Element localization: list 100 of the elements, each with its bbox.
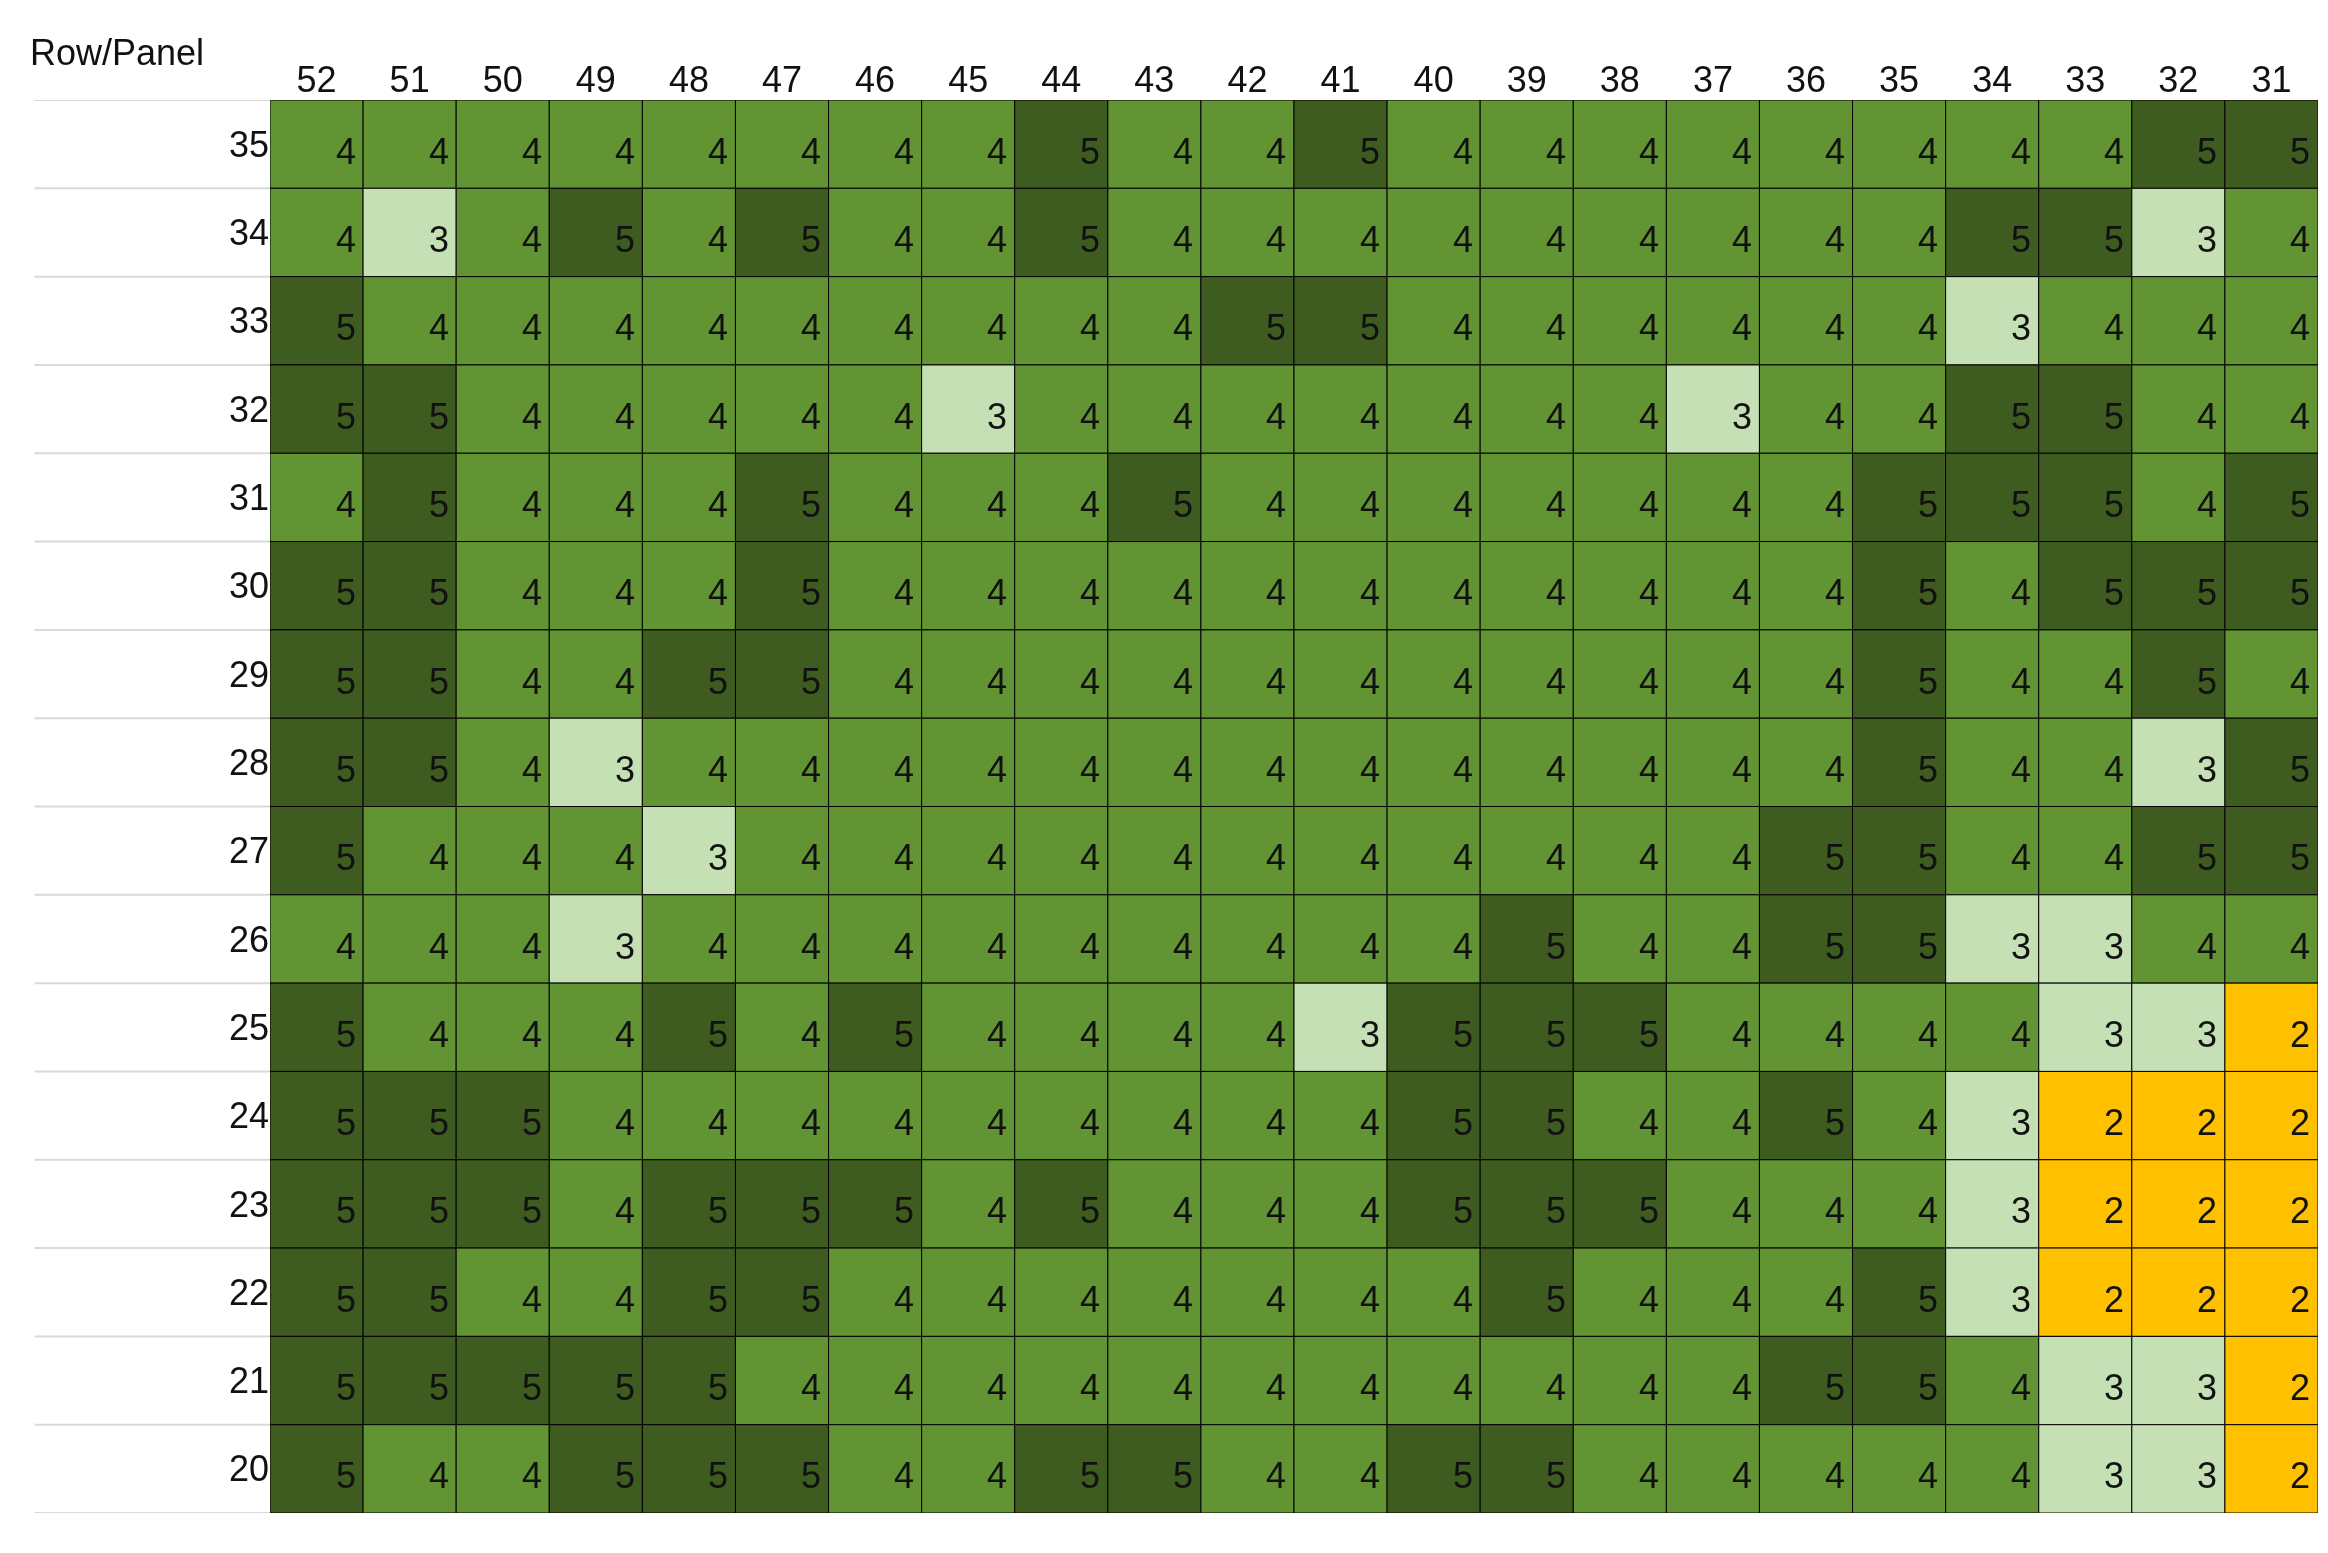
data-label: 4 [894, 749, 915, 790]
data-label: 5 [2011, 396, 2032, 437]
data-label: 5 [1918, 926, 1939, 967]
data-label: 5 [429, 484, 450, 525]
data-label: 4 [1639, 1455, 1660, 1496]
data-label: 4 [708, 219, 729, 260]
data-label: 4 [1825, 749, 1846, 790]
data-label: 5 [801, 1455, 822, 1496]
data-label: 4 [1080, 396, 1101, 437]
data-label: 4 [2104, 837, 2125, 878]
data-label: 4 [615, 131, 636, 172]
data-label: 4 [1360, 219, 1381, 260]
data-label: 4 [1360, 1367, 1381, 1408]
x-tick-label: 37 [1692, 58, 1733, 100]
data-label: 5 [336, 1455, 357, 1496]
data-label: 5 [429, 396, 450, 437]
data-label: 5 [708, 1279, 729, 1320]
data-label: 4 [1360, 837, 1381, 878]
data-label: 5 [1080, 1455, 1101, 1496]
data-label: 4 [1639, 572, 1660, 613]
data-label: 5 [2011, 484, 2032, 525]
data-label: 4 [987, 661, 1008, 702]
data-label: 5 [429, 1367, 450, 1408]
data-label: 4 [429, 1455, 450, 1496]
data-label: 4 [2011, 572, 2032, 613]
data-label: 5 [2104, 572, 2125, 613]
data-label: 4 [1360, 661, 1381, 702]
data-label: 4 [1546, 837, 1567, 878]
data-label: 5 [429, 661, 450, 702]
data-label: 4 [987, 1455, 1008, 1496]
data-label: 4 [1918, 1455, 1939, 1496]
data-label: 5 [1546, 1102, 1567, 1143]
data-label: 4 [987, 926, 1008, 967]
data-label: 3 [708, 837, 729, 878]
data-label: 4 [1173, 1279, 1194, 1320]
data-label: 4 [1453, 661, 1474, 702]
data-label: 4 [1360, 749, 1381, 790]
x-tick-label: 41 [1320, 58, 1361, 100]
x-tick-label: 50 [482, 58, 523, 100]
data-label: 4 [1173, 837, 1194, 878]
data-label: 4 [1266, 219, 1287, 260]
data-label: 4 [1266, 661, 1287, 702]
x-tick-label: 31 [2251, 58, 2292, 100]
data-label: 4 [1918, 131, 1939, 172]
data-label: 5 [2197, 837, 2218, 878]
y-tick-label: 20 [228, 1448, 269, 1490]
data-label: 2 [2197, 1279, 2218, 1320]
data-label: 4 [1360, 396, 1381, 437]
data-label: 5 [429, 1190, 450, 1231]
data-label: 4 [987, 1014, 1008, 1055]
data-label: 4 [1173, 1367, 1194, 1408]
y-tick-label: 30 [228, 565, 269, 607]
data-label: 4 [1732, 926, 1753, 967]
data-label: 4 [1266, 1455, 1287, 1496]
data-label: 4 [1080, 1014, 1101, 1055]
data-label: 2 [2290, 1279, 2311, 1320]
data-label: 5 [1453, 1455, 1474, 1496]
data-label: 4 [615, 1279, 636, 1320]
data-label: 4 [1173, 396, 1194, 437]
data-label: 4 [336, 484, 357, 525]
data-label: 4 [1360, 926, 1381, 967]
data-label: 4 [1360, 1102, 1381, 1143]
data-label: 4 [894, 572, 915, 613]
data-label: 5 [894, 1014, 915, 1055]
data-label: 4 [1173, 1102, 1194, 1143]
data-label: 5 [708, 1014, 729, 1055]
data-label: 2 [2104, 1190, 2125, 1231]
data-label: 4 [1080, 837, 1101, 878]
data-label: 4 [1639, 926, 1660, 967]
y-tick-label: 21 [228, 1360, 269, 1402]
data-label: 4 [1266, 1279, 1287, 1320]
x-tick-label: 39 [1506, 58, 1547, 100]
data-label: 5 [336, 1102, 357, 1143]
y-tick-label: 34 [228, 212, 269, 254]
data-label: 4 [1639, 219, 1660, 260]
data-label: 4 [1360, 484, 1381, 525]
data-label: 5 [2197, 661, 2218, 702]
data-label: 4 [1453, 837, 1474, 878]
data-label: 4 [708, 131, 729, 172]
data-label: 5 [1546, 926, 1567, 967]
data-label: 4 [1732, 837, 1753, 878]
data-label: 5 [1918, 1367, 1939, 1408]
data-label: 4 [1825, 219, 1846, 260]
data-label: 4 [615, 837, 636, 878]
x-tick-label: 49 [575, 58, 616, 100]
data-label: 4 [987, 837, 1008, 878]
data-label: 3 [2104, 1455, 2125, 1496]
data-label: 4 [708, 307, 729, 348]
x-tick-label: 45 [948, 58, 989, 100]
data-label: 2 [2104, 1102, 2125, 1143]
data-label: 4 [2104, 661, 2125, 702]
data-label: 4 [1639, 1279, 1660, 1320]
x-tick-label: 34 [1972, 58, 2013, 100]
data-label: 4 [987, 749, 1008, 790]
data-label: 4 [1173, 661, 1194, 702]
data-label: 4 [2290, 396, 2311, 437]
data-label: 4 [522, 749, 543, 790]
data-label: 4 [1639, 484, 1660, 525]
data-label: 4 [1918, 307, 1939, 348]
x-tick-label: 38 [1599, 58, 1640, 100]
